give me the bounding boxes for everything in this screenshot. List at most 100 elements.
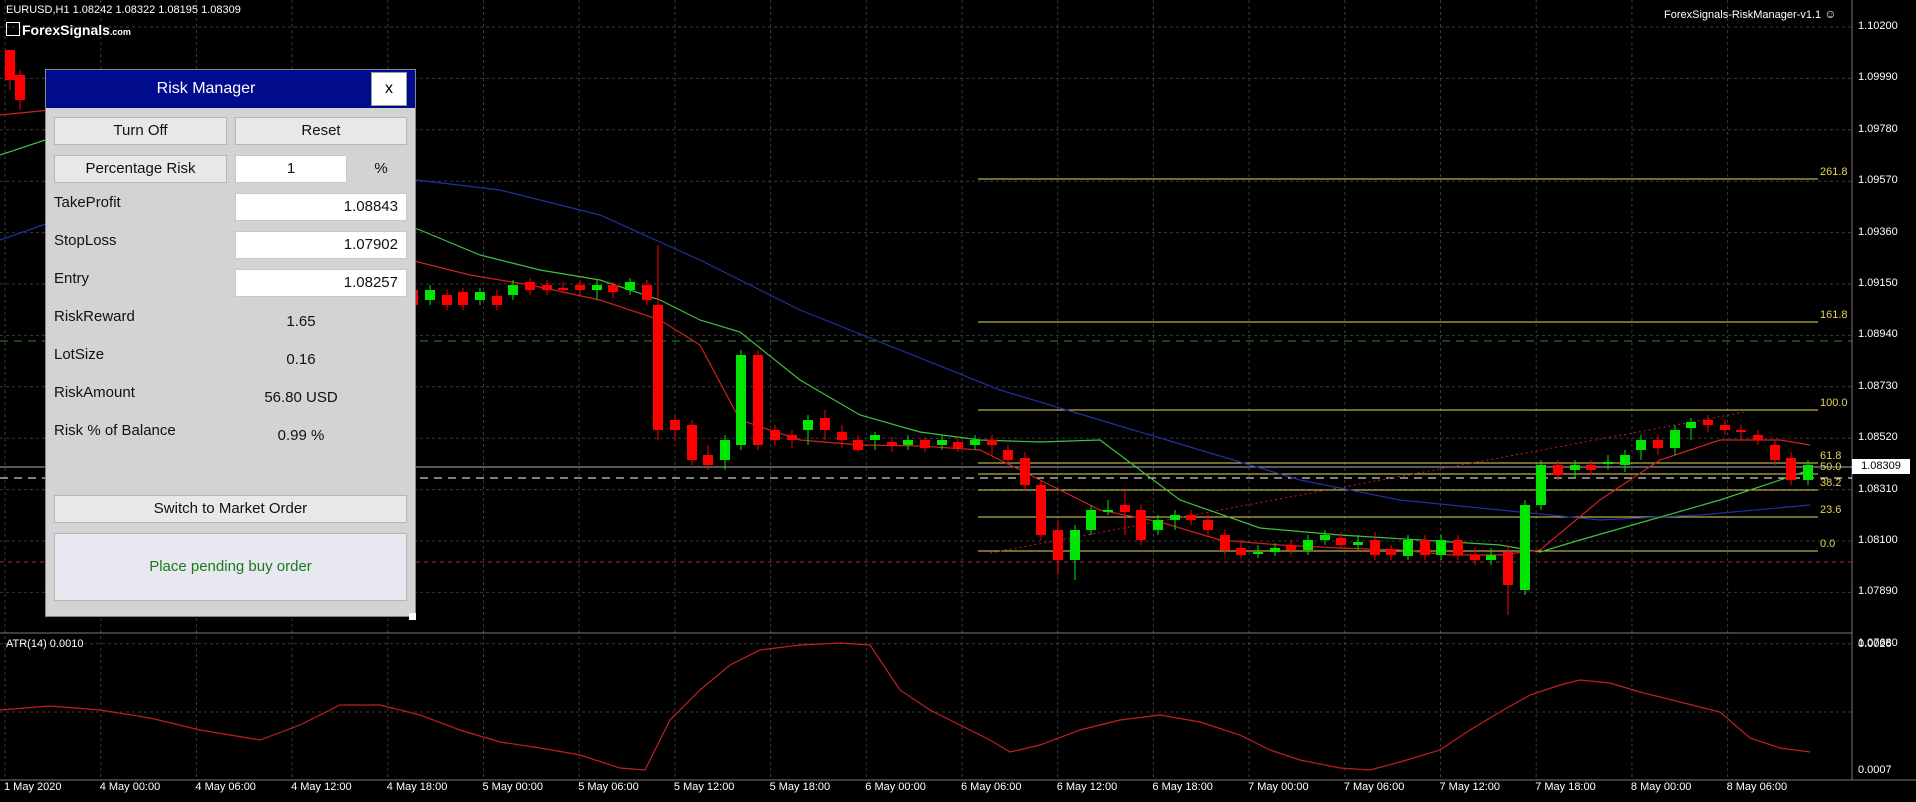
risk-pct-balance-value: 0.99 %	[277, 427, 325, 444]
price-tick: 1.09360	[1858, 225, 1898, 238]
candle-body	[508, 285, 518, 295]
price-tick: 1.09150	[1858, 277, 1898, 289]
risk-percent-input[interactable]: 1	[235, 155, 347, 183]
price-tick: 1.08100	[1858, 534, 1898, 546]
candle-body	[687, 425, 697, 460]
candle-body	[887, 442, 897, 445]
price-tick: 1.08520	[1858, 431, 1898, 444]
risk-reward-value: 1.65	[286, 313, 316, 330]
price-tick: 1.09990	[1858, 71, 1898, 84]
risk-manager-panel[interactable]: Risk Manager x Turn Off Reset Percentage…	[45, 69, 416, 617]
candle-body	[1636, 440, 1646, 450]
candle-body	[592, 285, 602, 290]
candle-body	[1570, 465, 1580, 470]
candle-body	[1020, 458, 1030, 485]
time-tick: 7 May 18:00	[1535, 781, 1596, 793]
fibonacci-retracement[interactable]	[978, 178, 1818, 552]
brand-logo: ForexSignals.com	[6, 22, 131, 38]
candle-body	[15, 75, 25, 100]
price-tick: 1.08310	[1858, 482, 1898, 495]
time-tick: 4 May 18:00	[386, 781, 448, 793]
switch-to-market-order-button[interactable]: Switch to Market Order	[54, 495, 407, 523]
candle-body	[1120, 505, 1130, 512]
fib-level-label: 50.0	[1820, 461, 1842, 473]
time-tick: 5 May 12:00	[673, 781, 735, 793]
candle-body	[1286, 545, 1296, 550]
time-tick: 6 May 00:00	[865, 781, 926, 793]
indicator-title: ForexSignals-RiskManager-v1.1	[1664, 9, 1822, 21]
price-tick: 1.08730	[1858, 379, 1898, 392]
candle-body	[720, 440, 730, 460]
candle-body	[1403, 540, 1413, 556]
price-tick: 1.07680	[1858, 636, 1898, 649]
candle-body	[1770, 445, 1780, 460]
candle-body	[970, 440, 980, 445]
reset-button[interactable]: Reset	[235, 117, 407, 145]
candle-body	[837, 432, 847, 440]
time-tick: 1 May 2020	[4, 781, 62, 793]
time-tick: 5 May 00:00	[482, 781, 544, 793]
entry-input[interactable]: 1.08257	[235, 269, 407, 297]
fib-trend-line[interactable]	[989, 411, 1746, 554]
candle-body	[1786, 458, 1796, 480]
time-tick: 4 May 00:00	[99, 781, 161, 793]
fib-level-label: 23.6	[1820, 504, 1842, 516]
candle-body	[1803, 465, 1813, 480]
panel-resize-handle[interactable]	[409, 613, 416, 620]
candle-body	[558, 288, 568, 290]
candle-body	[736, 355, 746, 445]
turn-off-button[interactable]: Turn Off	[54, 117, 227, 145]
smiley-icon: ☺	[1824, 7, 1837, 21]
place-order-button[interactable]: Place pending buy order	[54, 533, 407, 601]
risk-manager-titlebar[interactable]: Risk Manager x	[46, 70, 415, 108]
candle-body	[575, 285, 585, 290]
candle-body	[458, 292, 468, 305]
candle-body	[787, 435, 797, 440]
candle-body	[1720, 425, 1730, 430]
candle-body	[1586, 465, 1596, 470]
candle-body	[653, 305, 663, 430]
candle-body	[870, 435, 880, 440]
risk-pct-balance-label: Risk % of Balance	[54, 422, 176, 439]
candle-body	[1653, 440, 1663, 448]
candle-body	[1603, 462, 1613, 464]
candle-body	[625, 282, 635, 290]
candle-body	[1353, 542, 1363, 545]
candle-body	[1303, 540, 1313, 550]
candle-body	[853, 440, 863, 450]
atr-line	[0, 642, 1811, 771]
candle-body	[1470, 555, 1480, 560]
current-price-label: 1.08309	[1852, 459, 1910, 474]
candle-body	[1186, 515, 1196, 520]
candle-body	[920, 440, 930, 448]
candle-body	[753, 355, 763, 445]
indicator-name: ForexSignals-RiskManager-v1.1 ☺	[1664, 7, 1836, 21]
candle-body	[1203, 520, 1213, 530]
stop-loss-label: StopLoss	[54, 232, 117, 249]
take-profit-label: TakeProfit	[54, 194, 121, 211]
time-tick: 4 May 06:00	[195, 781, 256, 793]
time-tick: 5 May 06:00	[578, 781, 639, 793]
time-tick: 8 May 00:00	[1630, 781, 1692, 793]
candle-body	[820, 418, 830, 430]
candle-body	[542, 285, 552, 290]
candle-body	[1070, 530, 1080, 560]
candle-body	[642, 285, 652, 300]
price-tick: 1.07890	[1858, 585, 1898, 598]
percentage-risk-button[interactable]: Percentage Risk	[54, 155, 227, 183]
candle-body	[1003, 450, 1013, 460]
fib-level-label: 38.2	[1820, 477, 1842, 489]
candle-body	[1520, 505, 1530, 590]
candle-body	[953, 442, 963, 448]
lot-size-label: LotSize	[54, 346, 105, 363]
take-profit-input[interactable]: 1.08843	[235, 193, 407, 221]
candle-body	[770, 430, 780, 440]
close-button[interactable]: x	[371, 72, 407, 106]
price-tick: 1.09570	[1858, 174, 1898, 187]
time-tick: 6 May 18:00	[1152, 781, 1213, 793]
percent-sign: %	[374, 160, 388, 177]
brand-name: ForexSignals	[22, 22, 110, 38]
candle-body	[1270, 548, 1280, 552]
candle-body	[1703, 420, 1713, 425]
stop-loss-input[interactable]: 1.07902	[235, 231, 407, 259]
